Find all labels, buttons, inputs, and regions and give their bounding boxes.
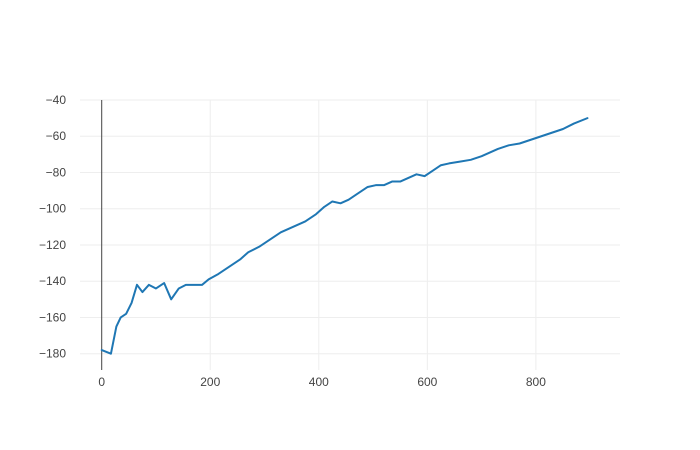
- y-tick-label: −120: [39, 238, 66, 252]
- tick-label-layer: −40 −60 −80 −100 −120 −140 −160 −180 0 200 400 600 8…: [39, 93, 546, 389]
- y-tick-label: −140: [39, 274, 66, 288]
- grid-layer: [80, 99, 620, 370]
- y-tick-label: −100: [39, 202, 66, 216]
- y-tick-label: −60: [46, 129, 67, 143]
- x-tick-label: 200: [200, 375, 220, 389]
- y-tick-label: −180: [39, 347, 66, 361]
- x-tick-label: 400: [309, 375, 329, 389]
- y-tick-label: −160: [39, 310, 66, 324]
- y-tick-label: −40: [46, 93, 67, 107]
- y-tick-label: −80: [46, 165, 67, 179]
- x-tick-label: 600: [417, 375, 437, 389]
- series-line: [100, 117, 589, 355]
- x-tick-label: 0: [98, 375, 105, 389]
- x-tick-label: 800: [526, 375, 546, 389]
- series-layer: [100, 117, 589, 355]
